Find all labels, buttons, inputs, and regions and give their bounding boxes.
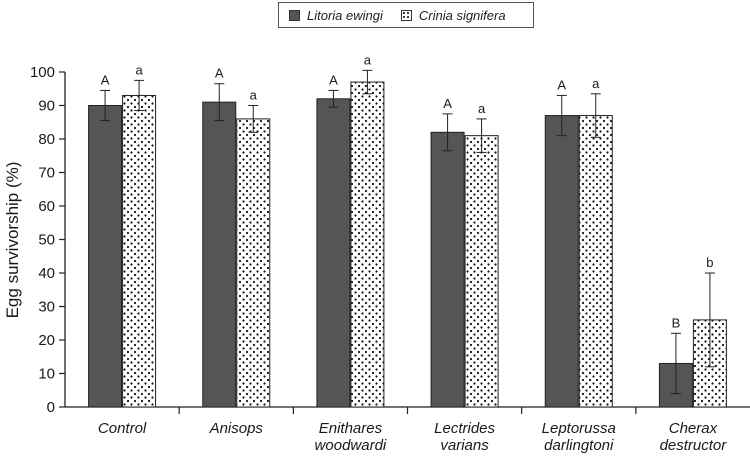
y-tick-label: 70 [38, 165, 55, 182]
y-tick-label: 90 [38, 98, 55, 115]
significance-label: b [706, 255, 713, 270]
significance-label: a [250, 88, 258, 103]
x-tick-label: Control [98, 420, 147, 437]
x-tick-label: destructor [660, 437, 728, 454]
significance-label: A [101, 72, 110, 87]
x-tick-label: varians [440, 437, 489, 454]
bar-series-2 [122, 94, 157, 408]
legend-label-series-2: Crinia signifera [418, 7, 506, 23]
bar-series-1 [430, 131, 465, 408]
significance-label: A [329, 72, 338, 87]
bar-series-1 [544, 115, 579, 408]
x-tick-label: Leptorussa [542, 420, 616, 437]
axes: 0 10 20 30 40 50 60 70 80 90 100 Control Anisops Enit… [30, 64, 750, 454]
y-tick-label: 60 [38, 198, 55, 215]
significance-label: B [672, 315, 681, 330]
x-tick-label: woodwardi [315, 437, 387, 454]
y-tick-label: 30 [38, 299, 55, 316]
significance-label: a [478, 101, 486, 116]
bars: Aa Aa Aa A a A a Bb [88, 52, 727, 408]
significance-label: A [443, 96, 452, 111]
y-tick-label: 10 [38, 366, 55, 383]
bar-series-1 [316, 98, 351, 408]
x-tick-label: Cherax [669, 420, 718, 437]
y-tick-label: 80 [38, 131, 55, 148]
legend-item-series-1: Litoria ewingi [289, 8, 383, 23]
significance-label: A [215, 66, 224, 81]
y-tick-label: 40 [38, 265, 55, 282]
x-tick-label: darlingtoni [544, 437, 614, 454]
bar-series-1 [88, 105, 123, 408]
chart-legend: Litoria ewingi Crinia signifera [278, 2, 534, 28]
significance-label: a [592, 76, 600, 91]
y-tick-label: 100 [30, 64, 55, 81]
significance-label: a [364, 52, 372, 67]
y-tick-label: 50 [38, 232, 55, 249]
y-tick-label: 0 [47, 399, 55, 416]
x-tick-label: Lectrides [434, 420, 495, 437]
bar-series-2 [350, 81, 385, 408]
x-tick-label: Enithares [319, 420, 383, 437]
legend-item-series-2: Crinia signifera [400, 7, 506, 23]
bar-series-1 [202, 101, 237, 408]
y-axis-label: Egg survivorship (%) [3, 162, 22, 319]
significance-label: a [135, 62, 143, 77]
x-tick-label: Anisops [209, 420, 264, 437]
legend-label-series-1: Litoria ewingi [307, 7, 383, 23]
significance-label: A [557, 77, 566, 92]
bar-series-2 [236, 118, 271, 408]
y-tick-label: 20 [38, 332, 55, 349]
bar-series-2 [578, 115, 613, 408]
legend-swatch-series-2 [400, 9, 412, 21]
legend-swatch-series-1 [289, 9, 300, 21]
bar-series-2 [464, 135, 499, 408]
